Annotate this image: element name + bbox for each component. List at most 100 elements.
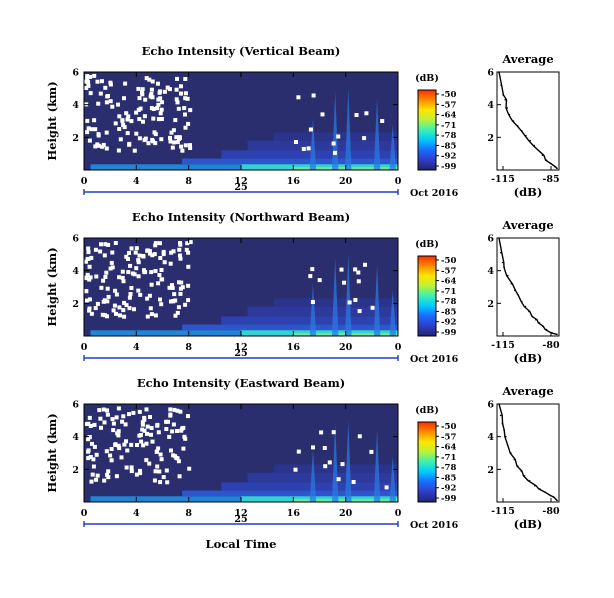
missing-data-cell	[323, 464, 328, 469]
missing-data-cell	[333, 150, 337, 155]
missing-data-cell	[127, 412, 131, 417]
missing-data-cell	[137, 253, 142, 258]
missing-data-cell	[143, 97, 148, 102]
missing-data-cell	[187, 466, 192, 471]
x-tick-label: 12	[234, 508, 247, 519]
missing-data-cell	[110, 417, 115, 422]
missing-data-cell	[145, 424, 150, 429]
missing-data-cell	[188, 146, 193, 150]
missing-data-cell	[84, 298, 89, 303]
missing-data-cell	[162, 260, 167, 265]
missing-data-cell	[126, 257, 130, 261]
missing-data-cell	[90, 441, 94, 446]
missing-data-cell	[153, 243, 158, 248]
profile-x-label: (dB)	[514, 351, 543, 365]
colorbar-tick-label: -85	[441, 141, 456, 151]
x-tick-label: 0	[395, 176, 402, 187]
missing-data-cell	[161, 475, 166, 480]
missing-data-cell	[90, 472, 95, 477]
missing-data-cell	[137, 433, 142, 438]
missing-data-cell	[113, 121, 118, 126]
missing-data-cell	[145, 314, 150, 319]
missing-data-cell	[153, 241, 158, 246]
missing-data-cell	[151, 139, 155, 144]
profile-x-tick-label: -85	[542, 174, 559, 185]
missing-data-cell	[145, 296, 150, 301]
missing-data-cell	[103, 85, 108, 90]
missing-data-cell	[87, 138, 92, 143]
missing-data-cell	[178, 256, 183, 261]
missing-data-cell	[95, 301, 100, 306]
missing-data-cell	[183, 112, 187, 117]
missing-data-cell	[179, 144, 184, 149]
profile-y-tick-label: 2	[487, 465, 494, 476]
missing-data-cell	[296, 449, 301, 454]
missing-data-cell	[171, 249, 176, 254]
missing-data-cell	[100, 79, 104, 84]
missing-data-cell	[97, 408, 102, 413]
missing-data-cell	[140, 87, 145, 92]
colorbar-tick-label: -71	[441, 121, 456, 131]
x-tick-label: 12	[234, 176, 247, 187]
colorbar-tick-label: -85	[441, 473, 456, 483]
missing-data-cell	[115, 431, 120, 436]
missing-data-cell	[319, 430, 324, 435]
missing-data-cell	[162, 89, 167, 94]
missing-data-cell	[110, 265, 115, 270]
missing-data-cell	[158, 256, 163, 260]
missing-data-cell	[296, 95, 301, 100]
missing-data-cell	[183, 143, 188, 148]
missing-data-cell	[142, 114, 147, 119]
missing-data-cell	[170, 429, 175, 434]
missing-data-cell	[129, 469, 134, 474]
profile-y-tick-label: 4	[487, 100, 494, 111]
x-tick-label: 0	[395, 342, 402, 353]
missing-data-cell	[149, 87, 154, 92]
missing-data-cell	[149, 92, 154, 96]
missing-data-cell	[168, 261, 173, 266]
x-tick-label: 20	[339, 508, 353, 519]
missing-data-cell	[145, 431, 149, 436]
missing-data-cell	[135, 443, 139, 447]
missing-data-cell	[336, 477, 341, 482]
profile-point	[525, 134, 527, 137]
missing-data-cell	[111, 421, 116, 426]
missing-data-cell	[87, 306, 92, 311]
missing-data-cell	[183, 125, 188, 130]
missing-data-cell	[186, 250, 191, 255]
missing-data-cell	[169, 299, 173, 304]
echo-plume	[373, 98, 381, 170]
missing-data-cell	[110, 250, 115, 255]
echo-layer	[247, 472, 398, 483]
echo-layer	[221, 482, 398, 491]
missing-data-cell	[91, 464, 96, 469]
missing-data-cell	[131, 410, 136, 415]
profile-point	[505, 435, 507, 438]
x-tick-label: 8	[185, 508, 192, 519]
missing-data-cell	[136, 86, 141, 91]
profile-point	[556, 167, 558, 170]
missing-data-cell	[179, 91, 183, 96]
missing-data-cell	[149, 312, 154, 317]
missing-data-cell	[87, 308, 92, 313]
echo-layer	[182, 158, 398, 165]
profile-point	[500, 251, 502, 254]
missing-data-cell	[306, 146, 311, 151]
profile-point	[524, 305, 527, 308]
missing-data-cell	[84, 86, 89, 90]
missing-data-cell	[99, 425, 103, 430]
missing-data-cell	[183, 77, 188, 81]
missing-data-cell	[134, 472, 139, 477]
missing-data-cell	[94, 477, 99, 482]
missing-data-cell	[127, 295, 132, 300]
profile-x-label: (dB)	[514, 185, 543, 199]
missing-data-cell	[156, 81, 160, 86]
missing-data-cell	[98, 91, 103, 96]
profile-y-tick-label: 2	[487, 133, 494, 144]
missing-data-cell	[176, 459, 181, 464]
missing-data-cell	[124, 254, 129, 259]
missing-data-cell	[94, 452, 99, 457]
profile-point	[545, 159, 548, 161]
profile-y-tick-label: 4	[487, 266, 494, 277]
